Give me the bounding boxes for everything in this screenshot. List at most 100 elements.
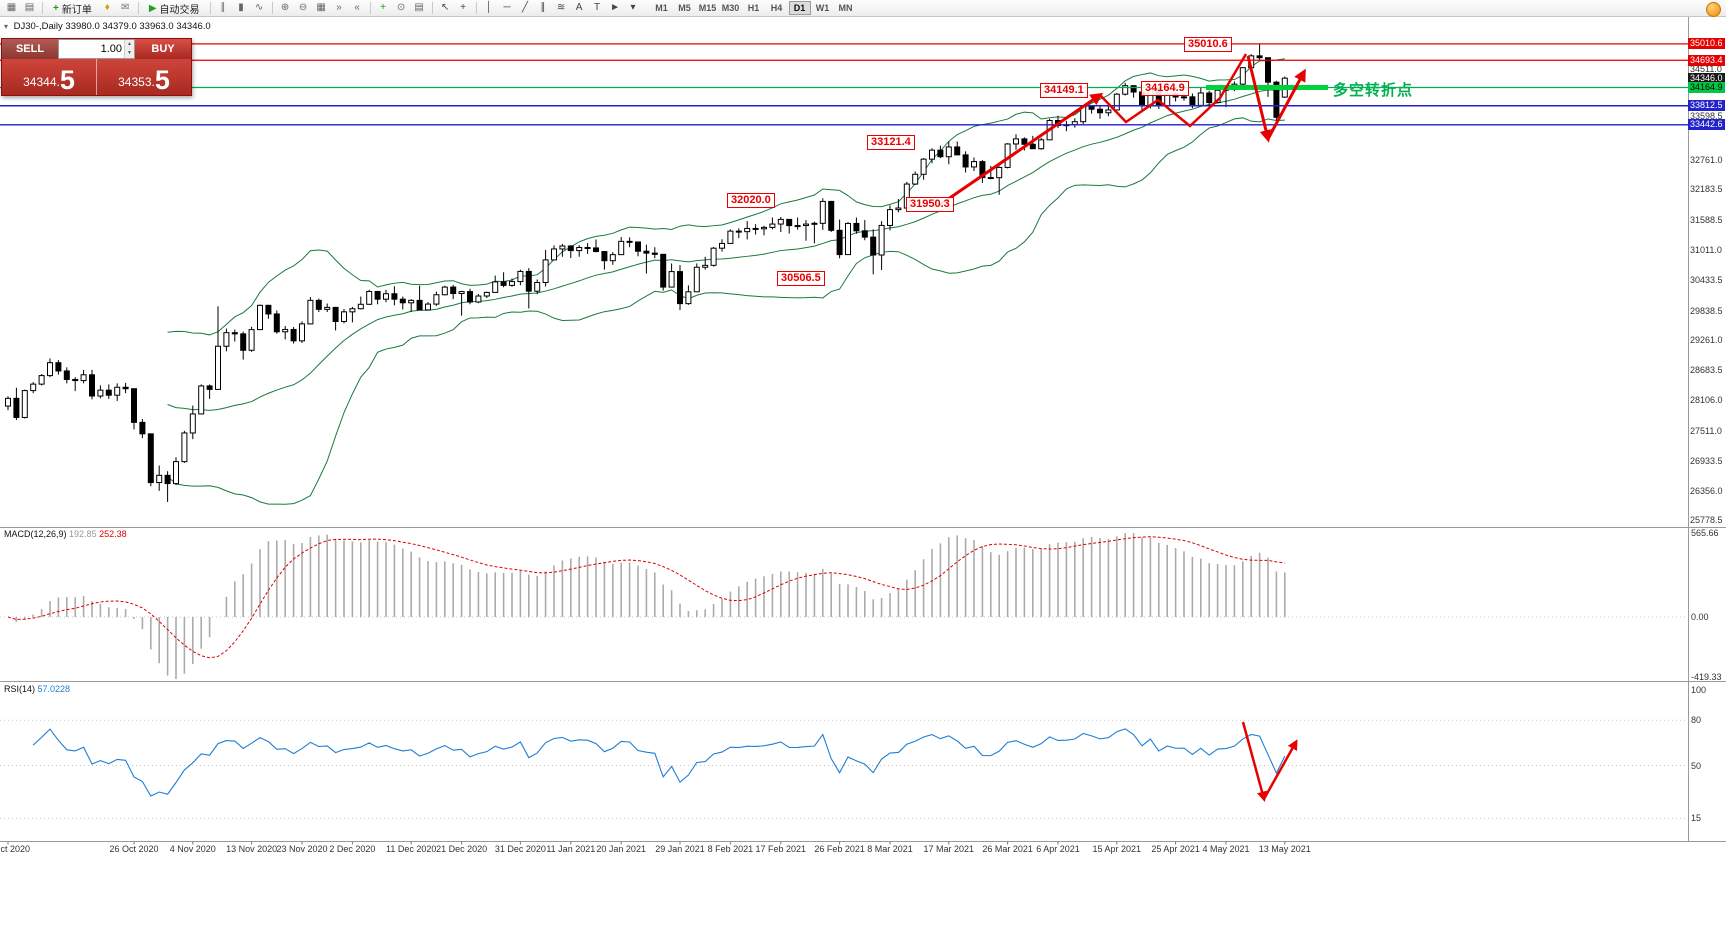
- arrows-dropdown-icon[interactable]: ▾: [630, 2, 636, 13]
- arrows-tool-icon[interactable]: ►: [610, 2, 620, 13]
- price-axis-badge: 33598.5: [1690, 111, 1723, 122]
- price-axis-badge: 34164.9: [1688, 82, 1725, 94]
- zoom-in-icon[interactable]: ⊕: [280, 2, 290, 13]
- macd-histogram: [15, 533, 1286, 679]
- crosshair-icon[interactable]: +: [460, 2, 466, 13]
- candles-layer: [5, 43, 1288, 502]
- volume-input[interactable]: [59, 40, 125, 58]
- auto-trading-button-label: 自动交易: [159, 4, 200, 16]
- toolbar-separator: [271, 2, 273, 14]
- main-toolbar: ▦ ▤ + 新订单 ♦ ✉ ▶ 自动交易 ∥ ▮ ∿ ⊕ ⊖ ▦» «+ ⊙ ▤ ↖ + │ ─ ╱ ∥ ≋ A T ► ▾ M1 M5 M…: [0, 0, 1726, 17]
- price-axis-label: 25778.5: [1690, 515, 1723, 526]
- equidistant-channel-icon[interactable]: ∥: [540, 2, 546, 13]
- new-order-button[interactable]: + 新订单: [47, 0, 98, 17]
- open-value: 33980.0: [65, 21, 100, 32]
- price-axis-badge: 34693.4: [1688, 54, 1725, 66]
- close-value: 34346.0: [176, 21, 211, 32]
- rsi-scale-label: 80: [1691, 715, 1702, 726]
- toolbar-separator: [42, 2, 43, 14]
- periods-icon[interactable]: ⊙: [396, 2, 406, 13]
- bollinger-bands: [167, 58, 1285, 505]
- low-value: 33963.0: [139, 21, 174, 32]
- macd-scale-label: 0.00: [1691, 612, 1709, 622]
- price-axis-badge: 34346.0: [1688, 72, 1725, 84]
- volume-down-button[interactable]: ▼: [125, 49, 134, 58]
- add-indicator-icon[interactable]: +: [380, 2, 386, 13]
- horizontal-line-icon[interactable]: ─: [503, 2, 511, 13]
- chart-shift-icon[interactable]: «: [354, 2, 360, 13]
- buy-button[interactable]: BUY: [135, 39, 191, 59]
- zoom-out-icon[interactable]: ⊖: [298, 2, 308, 13]
- timeframe-button-w1[interactable]: W1: [815, 3, 830, 13]
- rsi-scale-label: 50: [1691, 760, 1702, 771]
- sell-button[interactable]: SELL: [2, 39, 58, 59]
- macd-signal-value: 252.38: [99, 529, 127, 539]
- alerts-icon[interactable]: ♦: [104, 2, 110, 13]
- price-axis-label: 29261.0: [1690, 335, 1723, 346]
- price-axis-badge: 33812.5: [1688, 100, 1725, 112]
- price-axis-label: 30433.5: [1690, 274, 1723, 285]
- rsi-pane-label: RSI(14) 57.0228: [4, 684, 70, 694]
- text-icon[interactable]: A: [575, 2, 583, 13]
- trendline-icon[interactable]: ╱: [522, 2, 529, 13]
- templates-icon[interactable]: ▤: [414, 2, 424, 13]
- price-axis-label: 29838.5: [1690, 305, 1723, 316]
- rsi-line: [32, 728, 1286, 797]
- annotation-arrows: [937, 53, 1306, 803]
- label-icon[interactable]: T: [593, 2, 601, 13]
- volume-up-button[interactable]: ▲: [125, 40, 134, 49]
- price-axis-label: 27511.0: [1690, 425, 1722, 436]
- buy-price-big: 5: [154, 65, 170, 95]
- macd-scale-label: -419.33: [1691, 672, 1722, 682]
- price-scale-column: 35010.6 34693.4 34511.0 34346.0 34164.9 33812…: [1688, 0, 1726, 948]
- timeframe-button-m1[interactable]: M1: [655, 3, 668, 13]
- macd-name: MACD(12,26,9): [4, 529, 67, 539]
- price-axis-label: 32183.5: [1690, 184, 1723, 195]
- cursor-icon[interactable]: ↖: [440, 2, 450, 13]
- price-axis-label: 26356.0: [1690, 485, 1723, 496]
- panel-toggle-icon[interactable]: ▾: [4, 22, 9, 31]
- price-axis-label: 31588.5: [1690, 215, 1723, 226]
- price-axis-label: 28683.5: [1690, 365, 1723, 376]
- price-axis-badge: 34511.0: [1690, 64, 1722, 75]
- rsi-scale-label: 15: [1691, 813, 1702, 824]
- timeframe-button-mn[interactable]: MN: [838, 3, 853, 13]
- bar-chart-icon[interactable]: ∥: [220, 2, 226, 13]
- auto-scroll-icon[interactable]: »: [336, 2, 342, 13]
- candlestick-chart-icon[interactable]: ▮: [238, 2, 244, 13]
- timeframe-button-h1[interactable]: H1: [747, 3, 760, 13]
- chart-ohlc-header: ▾ DJ30-,Daily 33980.0 34379.0 33963.0 34…: [4, 21, 211, 32]
- new-chart-icon[interactable]: ▦: [6, 2, 17, 13]
- timeframe-button-m30[interactable]: M30: [721, 3, 740, 13]
- timeframe-button-d1[interactable]: D1: [788, 1, 811, 15]
- buy-price-small: 34353.: [118, 75, 155, 89]
- timeframe-button-m5[interactable]: M5: [678, 3, 691, 13]
- one-click-trade-panel: SELL ▲ ▼ BUY 34344.5 34353.5: [1, 38, 192, 96]
- vertical-line-icon[interactable]: │: [485, 2, 493, 13]
- sell-price[interactable]: 34344. 5: [2, 59, 97, 95]
- profiles-icon[interactable]: ▤: [24, 2, 35, 13]
- auto-trading-button-icon: ▶: [148, 2, 157, 14]
- price-axis-label: 26933.5: [1690, 455, 1723, 466]
- high-value: 34379.0: [102, 21, 137, 32]
- rsi-scale-label: 100: [1691, 685, 1707, 695]
- account-icon[interactable]: [1706, 2, 1721, 17]
- auto-trading-button[interactable]: ▶ 自动交易: [143, 0, 206, 17]
- rsi-name: RSI(14): [4, 684, 36, 694]
- line-chart-icon[interactable]: ∿: [254, 2, 264, 13]
- timeframe-button-h4[interactable]: H4: [770, 3, 783, 13]
- mail-icon[interactable]: ✉: [121, 2, 130, 13]
- toolbar-separator: [431, 2, 433, 14]
- price-axis-badge: 35010.6: [1688, 38, 1725, 50]
- toolbar-separator: [475, 2, 477, 14]
- timeframe-button-m15[interactable]: M15: [698, 3, 717, 13]
- new-order-button-label: 新订单: [61, 4, 92, 16]
- macd-main-value: 192.85: [69, 529, 97, 539]
- timeframe-group: M1 M5 M15 M30 H1 H4 D1 W1 MN: [651, 1, 857, 15]
- tile-windows-icon[interactable]: ▦: [316, 2, 326, 13]
- buy-price[interactable]: 34353. 5: [97, 59, 191, 95]
- macd-scale-label: 565.66: [1691, 528, 1719, 538]
- fibonacci-icon[interactable]: ≋: [556, 2, 566, 13]
- price-axis-badge: 33442.6: [1688, 119, 1725, 131]
